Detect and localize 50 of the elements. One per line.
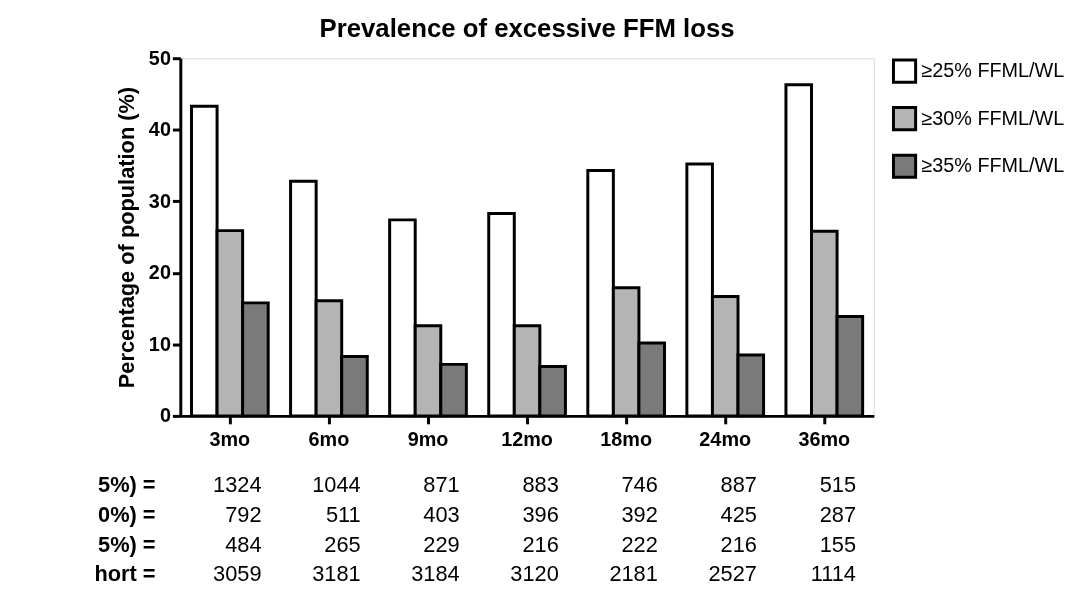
text: 887 [720, 472, 757, 498]
text: 871 [423, 472, 460, 498]
y-tick-label: 40 [148, 118, 171, 141]
x-tick-label: 9mo [407, 428, 449, 451]
text: 746 [621, 472, 658, 498]
x-tick-label: 18mo [600, 428, 653, 451]
text: 403 [423, 501, 460, 527]
text: 229 [423, 531, 460, 557]
text: 3120 [510, 561, 559, 587]
text: 2181 [609, 561, 658, 587]
text: 5%) = [98, 531, 156, 557]
text: 216 [522, 531, 559, 557]
legend-label: ≥35% FFML/WL [921, 154, 1065, 177]
text: 5%) = [98, 472, 156, 498]
text: 392 [621, 501, 658, 527]
text: 3059 [213, 561, 262, 587]
text: 515 [819, 472, 856, 498]
text: 2527 [708, 561, 757, 587]
legend-label: ≥30% FFML/WL [921, 106, 1065, 129]
chart-title: Prevalence of excessive FFM loss [319, 14, 735, 43]
y-tick-label: 10 [148, 332, 171, 355]
text: 0%) = [98, 501, 156, 527]
text: 1114 [810, 561, 856, 587]
text: 265 [324, 531, 361, 557]
text: 287 [819, 501, 856, 527]
y-tick-label: 20 [148, 261, 171, 284]
text: 155 [819, 531, 856, 557]
y-tick-label: 50 [148, 46, 171, 69]
text: 484 [225, 531, 262, 557]
text: 1044 [312, 472, 361, 498]
y-tick-label: 30 [148, 189, 171, 212]
text: 511 [325, 501, 361, 527]
y-axis-title: Percentage of population (%) [114, 86, 139, 389]
text: 3184 [411, 561, 460, 587]
text: 1324 [213, 472, 262, 498]
text: 3181 [312, 561, 361, 587]
x-tick-label: 36mo [798, 428, 851, 451]
legend-label: ≥25% FFML/WL [921, 59, 1065, 82]
text: 216 [720, 531, 757, 557]
x-tick-label: 12mo [501, 428, 553, 451]
text: 883 [522, 472, 559, 498]
x-tick-label: 24mo [699, 428, 752, 451]
text: 792 [225, 501, 262, 527]
x-tick-label: 3mo [209, 428, 251, 451]
y-tick-label: 0 [159, 404, 171, 427]
text: 396 [522, 501, 559, 527]
x-tick-label: 6mo [308, 428, 350, 451]
text: 222 [621, 531, 658, 557]
text: 425 [720, 501, 757, 527]
text: hort = [94, 561, 156, 587]
